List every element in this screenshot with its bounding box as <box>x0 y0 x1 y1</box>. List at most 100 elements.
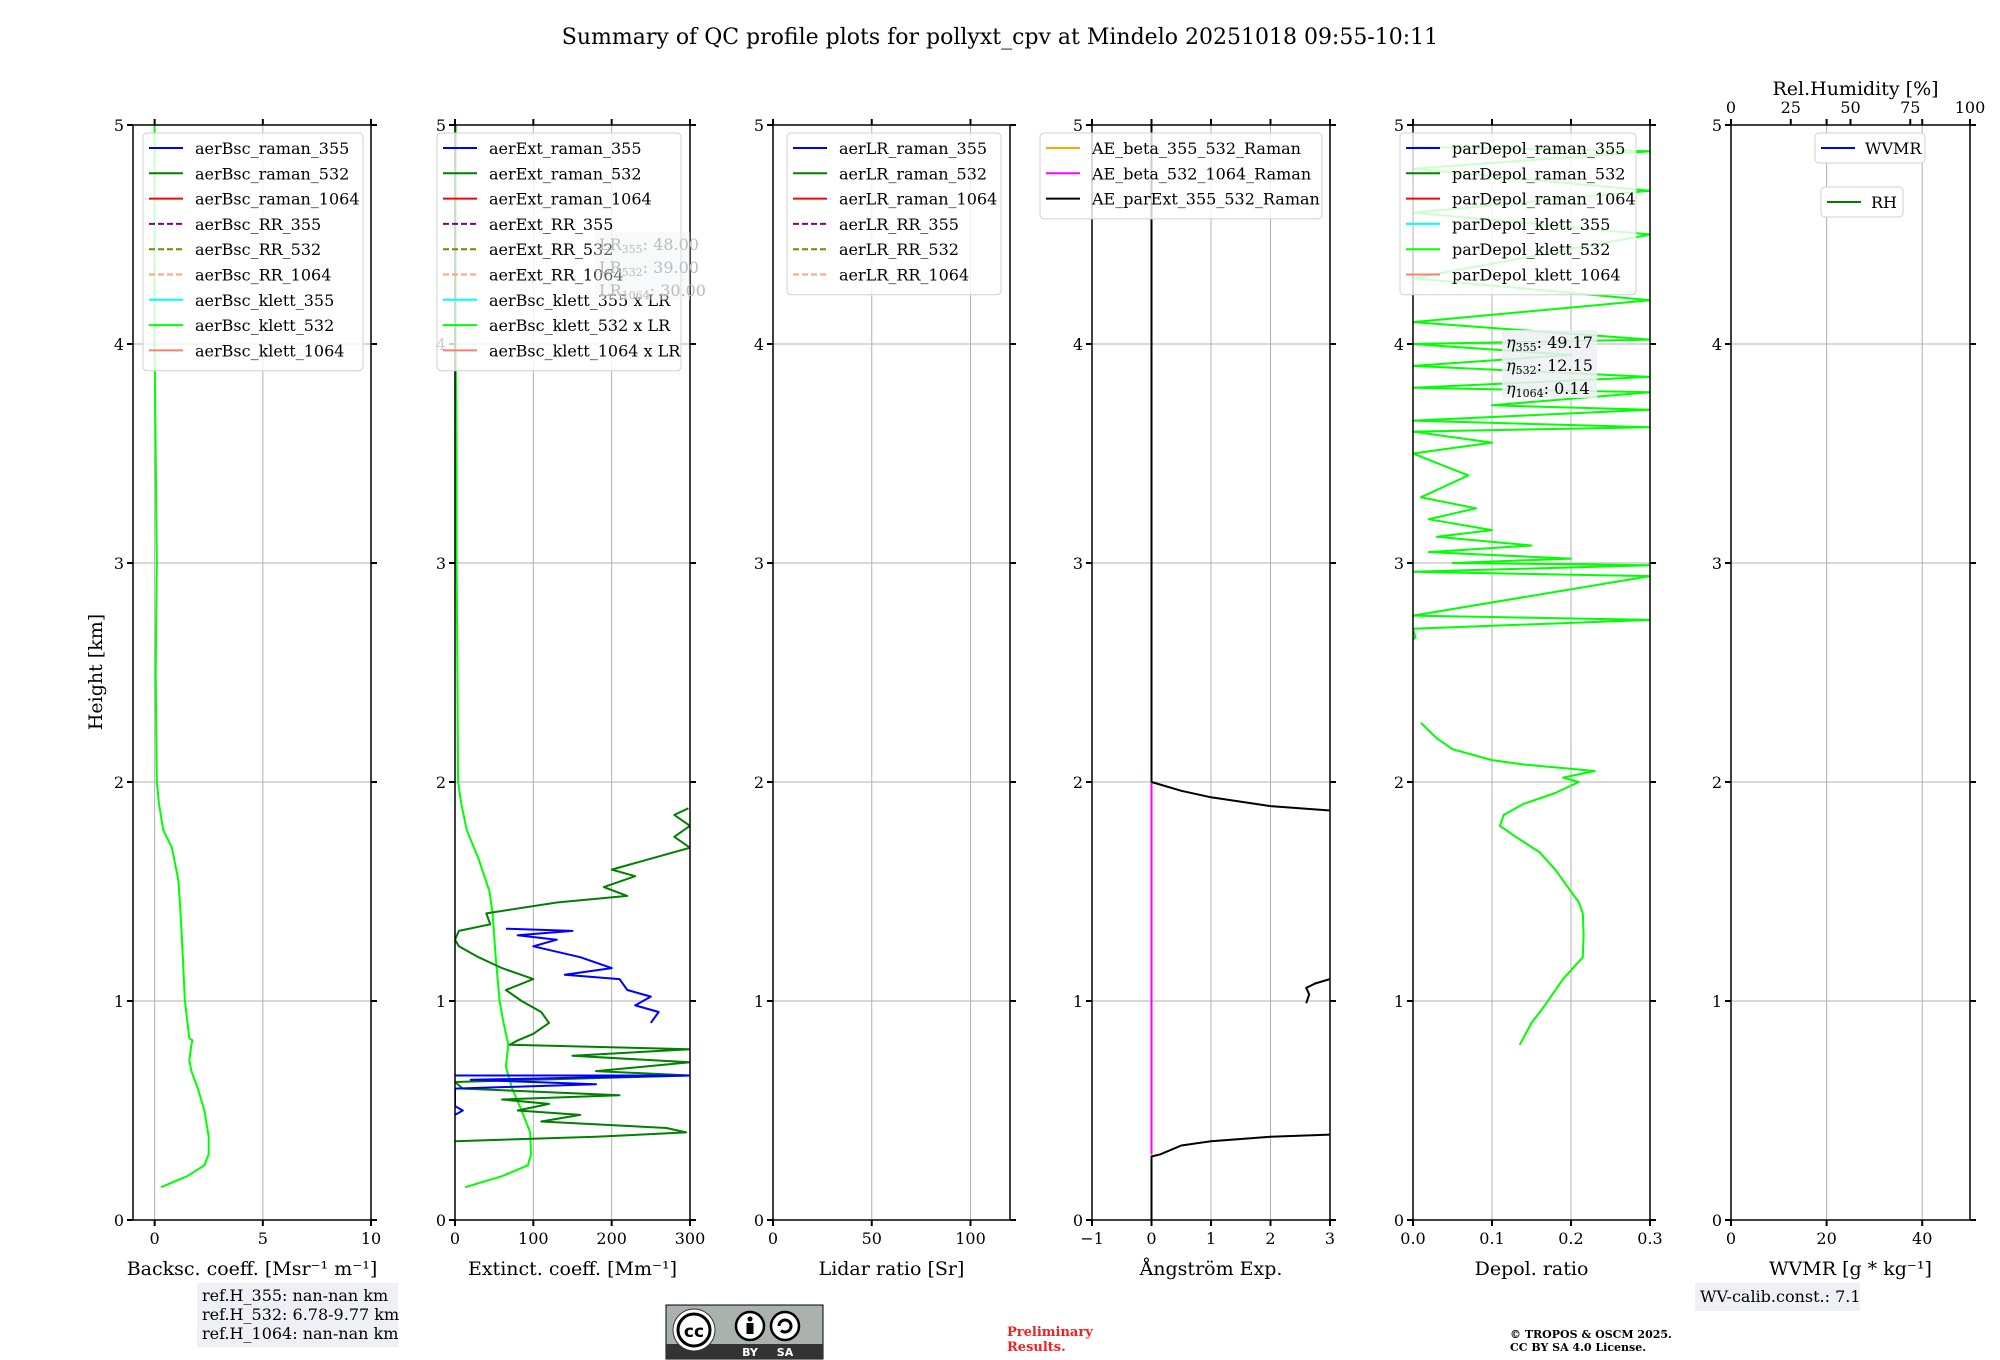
y-tick-label: 2 <box>436 773 446 792</box>
x-axis-label: Lidar ratio [Sr] <box>819 1258 965 1280</box>
y-tick-label: 3 <box>1394 554 1404 573</box>
x-axis-label: WVMR [g * kg⁻¹] <box>1769 1258 1932 1280</box>
x-axis-label: Ångström Exp. <box>1139 1258 1283 1280</box>
legend: aerLR_raman_355 aerLR_raman_532 aerLR_rama… <box>786 132 1002 296</box>
series-group <box>153 125 210 1189</box>
legend-item: aerBsc_raman_532 <box>195 164 349 183</box>
x-tick-label: 0 <box>1146 1229 1156 1248</box>
legend-item: aerBsc_raman_1064 <box>195 190 360 209</box>
legend-item: parDepol_klett_1064 <box>1452 266 1621 285</box>
legend-item: aerBsc_RR_355 <box>195 215 321 234</box>
legend-frame <box>1039 132 1323 220</box>
y-tick-label: 0 <box>1073 1211 1083 1230</box>
legend-item: WVMR <box>1865 139 1922 158</box>
copyright-line-2: CC BY SA 4.0 License. <box>1510 1341 1646 1354</box>
legend-frame <box>142 132 364 372</box>
legend-item: aerExt_RR_1064 <box>489 266 624 285</box>
panel-depol: 0.0 0.1 0.2 0.3 0 1 2 3 4 5 Depol. ratio parDepol_r… <box>1394 116 1663 1280</box>
legend-frame <box>1399 132 1637 296</box>
legend-item: parDepol_klett_355 <box>1452 215 1610 234</box>
legend-item: parDepol_raman_355 <box>1452 139 1625 158</box>
legend-frame <box>436 132 682 372</box>
x-axis-label: Backsc. coeff. [Msr⁻¹ m⁻¹] <box>127 1258 378 1280</box>
x-tick-label: 0 <box>1726 1229 1736 1248</box>
wv-calib-box: WV-calib.const.: 7.1 <box>1695 1283 1861 1311</box>
x-axis-label: Depol. ratio <box>1475 1258 1589 1280</box>
y-tick-label: 4 <box>754 335 764 354</box>
axes-frame <box>772 124 1011 1221</box>
legend-item: parDepol_raman_1064 <box>1452 190 1636 209</box>
cc-text: cc <box>684 1322 704 1342</box>
panel-ext: 0100200300012345Extinct. coeff. [Mm⁻¹]ae… <box>436 116 706 1280</box>
legend-item: RH <box>1871 193 1897 212</box>
x-tick-label: 0.2 <box>1558 1229 1583 1248</box>
top-x-tick-label: 50 <box>1840 98 1860 117</box>
x-tick-label: 50 <box>862 1229 882 1248</box>
y-tick-label: 5 <box>1394 116 1404 135</box>
x-tick-label: 100 <box>955 1229 986 1248</box>
y-tick-label: 5 <box>1073 116 1083 135</box>
series-group <box>455 125 690 1189</box>
y-tick-label: 1 <box>754 992 764 1011</box>
y-tick-label: 5 <box>1712 116 1722 135</box>
legend: AE_beta_355_532_Raman AE_beta_532_1064_Ra… <box>1039 132 1323 220</box>
legend-item: aerExt_raman_355 <box>489 139 642 158</box>
legend-item: aerBsc_klett_1064 <box>195 341 344 360</box>
legend-item: aerLR_raman_1064 <box>839 190 997 209</box>
x-tick-label: 3 <box>1325 1229 1335 1248</box>
sa-label: SA <box>777 1346 794 1359</box>
panel-wv: 0 20 40 0 1 2 3 4 5 WVMR [g * kg⁻¹] 0 25 50 75 100 Rel.… <box>1712 78 1985 1280</box>
legend-frame <box>786 132 1002 296</box>
y-tick-label: 3 <box>1712 554 1722 573</box>
legend-item: aerBsc_klett_1064 x LR <box>489 341 681 360</box>
legend-item: aerBsc_klett_355 x LR <box>489 291 671 310</box>
legend-item: aerExt_raman_1064 <box>489 190 652 209</box>
x-tick-label: 40 <box>1912 1229 1932 1248</box>
legend-item: aerBsc_RR_532 <box>195 240 321 259</box>
legend-item: aerExt_RR_532 <box>489 240 613 259</box>
by-label: BY <box>742 1346 759 1359</box>
y-tick-label: 1 <box>436 992 446 1011</box>
ref-height-box: ref.H_355: nan-nan km ref.H_532: 6.78-9.… <box>197 1283 399 1347</box>
x-tick-label: 0 <box>150 1229 160 1248</box>
panel-bsc: 0 5 10 0 1 2 3 4 5 Backsc. coeff. [Msr⁻¹ m⁻¹] aerB… <box>114 116 381 1280</box>
axes-frame <box>132 124 372 1221</box>
legend-item: aerBsc_RR_1064 <box>195 266 331 285</box>
x-tick-label: 300 <box>675 1229 706 1248</box>
x-tick-label: 10 <box>361 1229 381 1248</box>
y-axis-label: Height [km] <box>85 614 107 730</box>
x-tick-label: 0.3 <box>1637 1229 1662 1248</box>
preliminary-line-2: Results. <box>1007 1340 1066 1355</box>
annotation-line: η1064: 0.14 <box>1506 379 1590 400</box>
legend-item: aerBsc_klett_355 <box>195 291 334 310</box>
legend-item: aerLR_RR_532 <box>839 240 959 259</box>
y-tick-label: 3 <box>436 554 446 573</box>
y-tick-label: 0 <box>436 1211 446 1230</box>
legend-frame <box>1820 186 1904 218</box>
y-tick-label: 1 <box>1394 992 1404 1011</box>
top-x-tick-label: 0 <box>1726 98 1736 117</box>
y-tick-label: 4 <box>1712 335 1722 354</box>
annotation-line: LR532: 39.00 <box>599 258 699 279</box>
y-tick-label: 5 <box>436 116 446 135</box>
figure-title: Summary of QC profile plots for pollyxt_… <box>562 25 1438 50</box>
x-axis-label: Extinct. coeff. [Mm⁻¹] <box>468 1258 677 1280</box>
x-tick-label: 5 <box>258 1229 268 1248</box>
annotation-background <box>1502 330 1597 398</box>
y-tick-label: 1 <box>1712 992 1722 1011</box>
x-tick-label: 2 <box>1265 1229 1275 1248</box>
legend-item: parDepol_raman_532 <box>1452 164 1625 183</box>
x-tick-label: 0.0 <box>1400 1229 1425 1248</box>
x-tick-label: 0.1 <box>1479 1229 1504 1248</box>
annotation-line: η532: 12.15 <box>1506 356 1593 377</box>
y-tick-label: 3 <box>754 554 764 573</box>
y-tick-label: 2 <box>1712 773 1722 792</box>
preliminary-line-1: Preliminary <box>1007 1325 1093 1340</box>
ref-height-532: ref.H_532: 6.78-9.77 km <box>202 1305 399 1324</box>
annotation-line: η355: 49.17 <box>1506 333 1593 354</box>
legend: aerBsc_raman_355 aerBsc_raman_532 aerBsc_r… <box>142 132 364 372</box>
